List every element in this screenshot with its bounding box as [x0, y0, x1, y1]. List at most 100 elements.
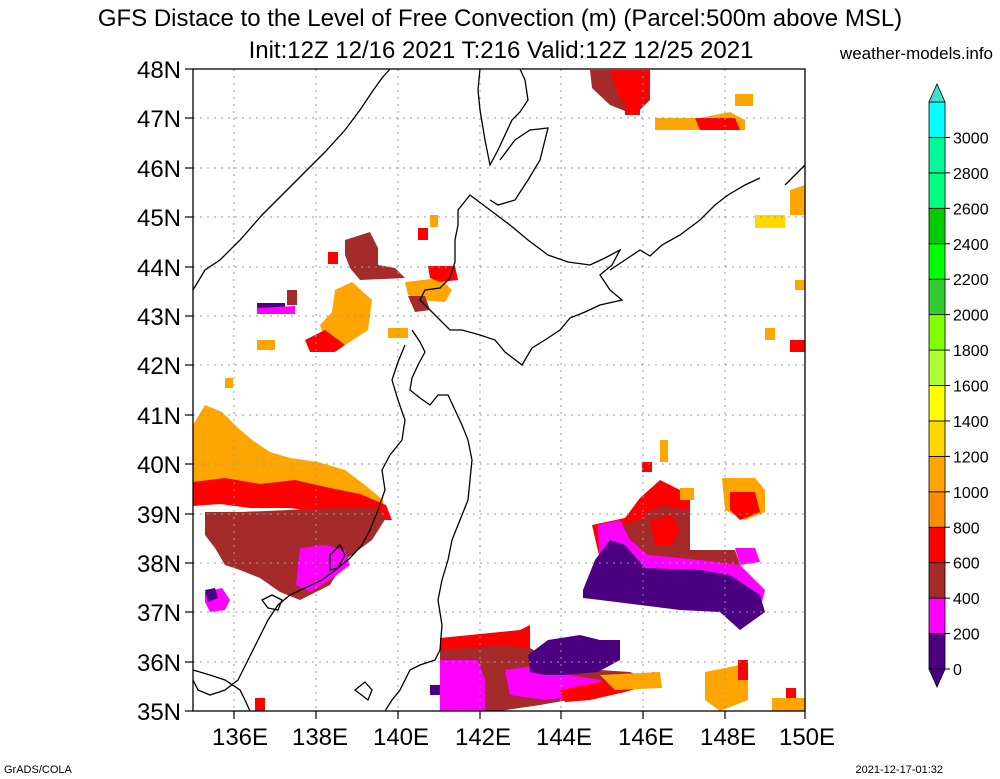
colorbar-label: 0	[953, 662, 962, 679]
lon-label: 150E	[779, 724, 835, 751]
lat-label: 42N	[137, 353, 181, 380]
lat-label: 36N	[137, 650, 181, 677]
colorbar-segment	[928, 455, 946, 493]
colorbar-label: 3000	[953, 130, 989, 147]
colorbar-label: 2200	[953, 272, 989, 289]
field-orange-s4	[705, 665, 748, 711]
map-title-line1: GFS Distace to the Level of Free Convect…	[97, 5, 903, 32]
lat-label: 47N	[137, 106, 181, 133]
footer-credit: GrADS/COLA	[4, 764, 72, 776]
map-frame	[192, 68, 806, 712]
field-orange-p7	[680, 488, 694, 500]
coast-boso	[353, 681, 373, 702]
colorbar-segment	[928, 101, 946, 138]
colorbar-under-arrow	[928, 668, 946, 688]
colorbar-label: 200	[953, 627, 980, 644]
lat-label: 35N	[137, 699, 181, 726]
shaded-fields	[193, 70, 805, 711]
field-brown-nw	[287, 290, 297, 305]
field-orange-s3	[600, 672, 662, 690]
field-orange-e	[755, 215, 785, 228]
colorbar-label: 1800	[953, 343, 989, 360]
map-title-line2: Init:12Z 12/16 2021 T:216 Valid:12Z 12/2…	[248, 37, 754, 64]
field-red-p3	[730, 492, 760, 520]
field-red-ne4	[625, 100, 640, 115]
field-orange-p6	[660, 440, 668, 462]
colorbar-over-arrow	[928, 83, 946, 103]
colorbar-label: 1600	[953, 379, 989, 396]
lon-label: 142E	[455, 724, 511, 751]
coastlines	[192, 68, 806, 712]
lat-label: 39N	[137, 502, 181, 529]
coast-kuril-e	[784, 164, 806, 186]
lat-labels: 35N 36N 37N 38N 39N 40N 41N 42N 43N 44N …	[137, 57, 181, 726]
field-brown-n	[345, 232, 405, 280]
field-orange-c	[388, 328, 408, 338]
field-red-e5	[790, 340, 805, 352]
colorbar-segment	[928, 172, 946, 209]
colorbar-label: 2000	[953, 308, 989, 325]
colorbar-label: 1200	[953, 449, 989, 466]
lon-labels: 136E 138E 140E 142E 144E 146E 148E 150E	[212, 724, 835, 751]
colorbar-segment	[928, 137, 946, 174]
colorbar-segment	[928, 526, 946, 564]
colorbar-label: 600	[953, 556, 980, 573]
colorbar-label: 2800	[953, 166, 989, 183]
lat-label: 43N	[137, 304, 181, 331]
colorbar-segment	[928, 597, 946, 634]
field-red-p2	[650, 515, 680, 545]
site-label: weather-models.info	[839, 44, 993, 63]
field-red-p5	[642, 462, 652, 472]
lat-label: 46N	[137, 156, 181, 183]
lon-label: 148E	[700, 724, 756, 751]
footer-timestamp: 2021-12-17-01:32	[855, 764, 943, 776]
grid	[193, 69, 805, 711]
field-red-s5	[738, 660, 748, 680]
field-orange-small1	[225, 378, 233, 388]
colorbar-segment	[928, 349, 946, 386]
coast-kyushu	[192, 669, 251, 712]
lat-label: 48N	[137, 57, 181, 84]
colorbar-label: 400	[953, 591, 980, 608]
coast-peninsula	[261, 594, 283, 611]
colorbar-segment	[928, 420, 946, 457]
field-magenta-west	[296, 545, 350, 592]
field-purple-s	[528, 635, 620, 675]
field-orange-e4	[765, 328, 775, 340]
lat-label: 44N	[137, 255, 181, 282]
colorbar-segment	[928, 207, 946, 245]
colorbar-label: 1000	[953, 485, 989, 502]
lat-label: 45N	[137, 205, 181, 232]
field-red-nw2	[328, 252, 338, 264]
coast-sado	[329, 543, 346, 571]
field-purple-s9	[430, 685, 440, 695]
coast-honshu	[384, 329, 473, 712]
field-orange-e3	[795, 280, 805, 290]
colorbar-label: 800	[953, 520, 980, 537]
colorbar-segment	[928, 243, 946, 280]
colorbar-label: 1400	[953, 414, 989, 431]
coast-sakhalin	[477, 68, 529, 167]
lat-label: 40N	[137, 452, 181, 479]
field-brown-west2	[230, 522, 288, 560]
axis-ticks	[185, 68, 806, 719]
colorbar-segment	[928, 314, 946, 351]
field-orange-sm	[430, 215, 438, 227]
colorbar-segment	[928, 278, 946, 316]
field-red-s7	[786, 688, 796, 698]
colorbar-segment	[928, 491, 946, 528]
lon-label: 136E	[212, 724, 268, 751]
colorbar-segment	[928, 385, 946, 422]
field-magenta-nw	[257, 306, 295, 314]
lat-label: 41N	[137, 403, 181, 430]
lon-label: 144E	[536, 724, 592, 751]
lat-label: 37N	[137, 600, 181, 627]
field-red-n	[305, 330, 345, 352]
map-area	[192, 68, 806, 712]
field-orange-nw	[257, 340, 275, 350]
field-magenta-s	[440, 660, 485, 711]
field-red-sm	[418, 228, 428, 240]
field-red-s8	[255, 698, 265, 711]
field-brown-n3	[408, 296, 430, 312]
field-orange-e2	[790, 185, 805, 215]
